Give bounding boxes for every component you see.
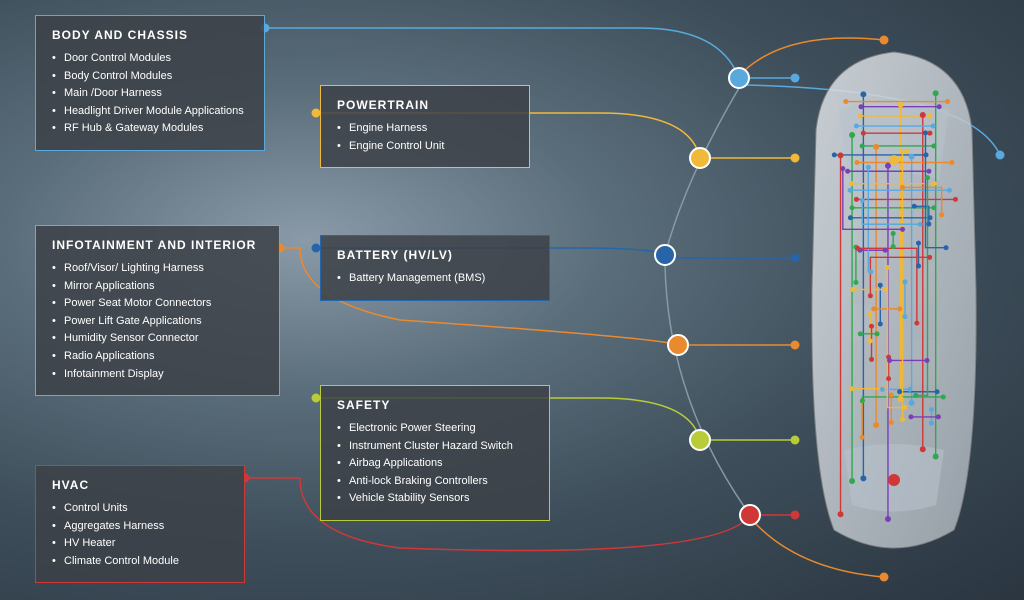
box-list: Battery Management (BMS) — [337, 270, 533, 288]
list-item: Mirror Applications — [52, 278, 263, 296]
car-illustration — [804, 50, 984, 550]
box-powertrain: POWERTRAIN Engine HarnessEngine Control U… — [320, 85, 530, 168]
box-list: Control UnitsAggregates HarnessHV Heater… — [52, 500, 228, 570]
list-item: Electronic Power Steering — [337, 420, 533, 438]
list-item: RF Hub & Gateway Modules — [52, 120, 248, 138]
list-item: Engine Harness — [337, 120, 513, 138]
list-item: Roof/Visor/ Lighting Harness — [52, 260, 263, 278]
list-item: Main /Door Harness — [52, 85, 248, 103]
box-battery: BATTERY (HV/LV) Battery Management (BMS) — [320, 235, 550, 301]
box-title: BATTERY (HV/LV) — [337, 248, 533, 262]
box-title: BODY AND CHASSIS — [52, 28, 248, 42]
list-item: Power Lift Gate Applications — [52, 313, 263, 331]
box-infotainment: INFOTAINMENT AND INTERIOR Roof/Visor/ Lig… — [35, 225, 280, 396]
list-item: Aggregates Harness — [52, 518, 228, 536]
box-list: Roof/Visor/ Lighting HarnessMirror Appli… — [52, 260, 263, 383]
box-title: HVAC — [52, 478, 228, 492]
list-item: Anti-lock Braking Controllers — [337, 473, 533, 491]
list-item: Door Control Modules — [52, 50, 248, 68]
list-item: Instrument Cluster Hazard Switch — [337, 438, 533, 456]
list-item: Climate Control Module — [52, 553, 228, 571]
list-item: Headlight Driver Module Applications — [52, 103, 248, 121]
box-title: INFOTAINMENT AND INTERIOR — [52, 238, 263, 252]
box-title: POWERTRAIN — [337, 98, 513, 112]
box-safety: SAFETY Electronic Power SteeringInstrumen… — [320, 385, 550, 521]
list-item: Power Seat Motor Connectors — [52, 295, 263, 313]
box-list: Door Control ModulesBody Control Modules… — [52, 50, 248, 138]
list-item: Control Units — [52, 500, 228, 518]
box-hvac: HVAC Control UnitsAggregates HarnessHV He… — [35, 465, 245, 583]
list-item: Engine Control Unit — [337, 138, 513, 156]
list-item: HV Heater — [52, 535, 228, 553]
box-body-chassis: BODY AND CHASSIS Door Control ModulesBody… — [35, 15, 265, 151]
box-list: Engine HarnessEngine Control Unit — [337, 120, 513, 155]
list-item: Airbag Applications — [337, 455, 533, 473]
list-item: Vehicle Stability Sensors — [337, 490, 533, 508]
list-item: Radio Applications — [52, 348, 263, 366]
box-title: SAFETY — [337, 398, 533, 412]
list-item: Infotainment Display — [52, 366, 263, 384]
list-item: Body Control Modules — [52, 68, 248, 86]
box-list: Electronic Power SteeringInstrument Clus… — [337, 420, 533, 508]
list-item: Battery Management (BMS) — [337, 270, 533, 288]
list-item: Humidity Sensor Connector — [52, 330, 263, 348]
